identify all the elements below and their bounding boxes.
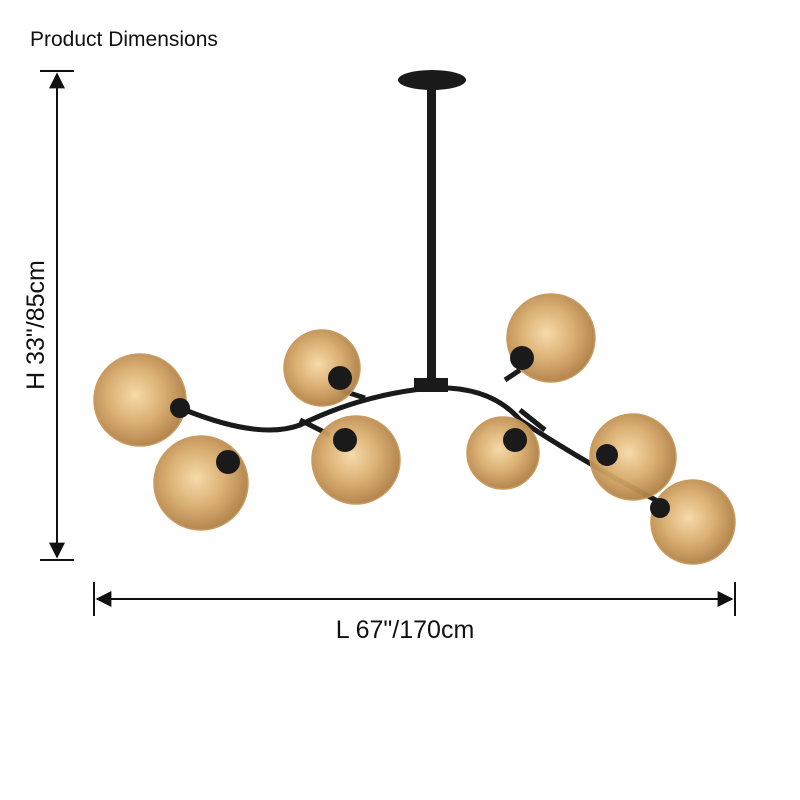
socket xyxy=(503,428,527,452)
globe xyxy=(589,413,677,501)
socket xyxy=(650,498,670,518)
socket xyxy=(170,398,190,418)
length-arrow xyxy=(93,582,736,616)
length-label: L 67"/170cm xyxy=(336,616,475,644)
globe xyxy=(466,416,540,490)
globe xyxy=(283,329,361,407)
hub xyxy=(414,378,448,392)
title: Product Dimensions xyxy=(30,28,218,51)
canopy xyxy=(398,70,466,90)
socket xyxy=(216,450,240,474)
chandelier xyxy=(93,70,736,565)
socket xyxy=(596,444,618,466)
globe xyxy=(311,415,401,505)
arm-branches xyxy=(298,367,547,438)
socket xyxy=(328,366,352,390)
globe xyxy=(93,353,187,447)
height-label: H 33"/85cm xyxy=(22,260,50,390)
socket xyxy=(333,428,357,452)
socket xyxy=(510,346,534,370)
rod xyxy=(427,86,436,386)
globe xyxy=(153,435,249,531)
globe xyxy=(650,479,736,565)
height-arrow xyxy=(40,70,74,561)
sockets xyxy=(170,346,670,518)
